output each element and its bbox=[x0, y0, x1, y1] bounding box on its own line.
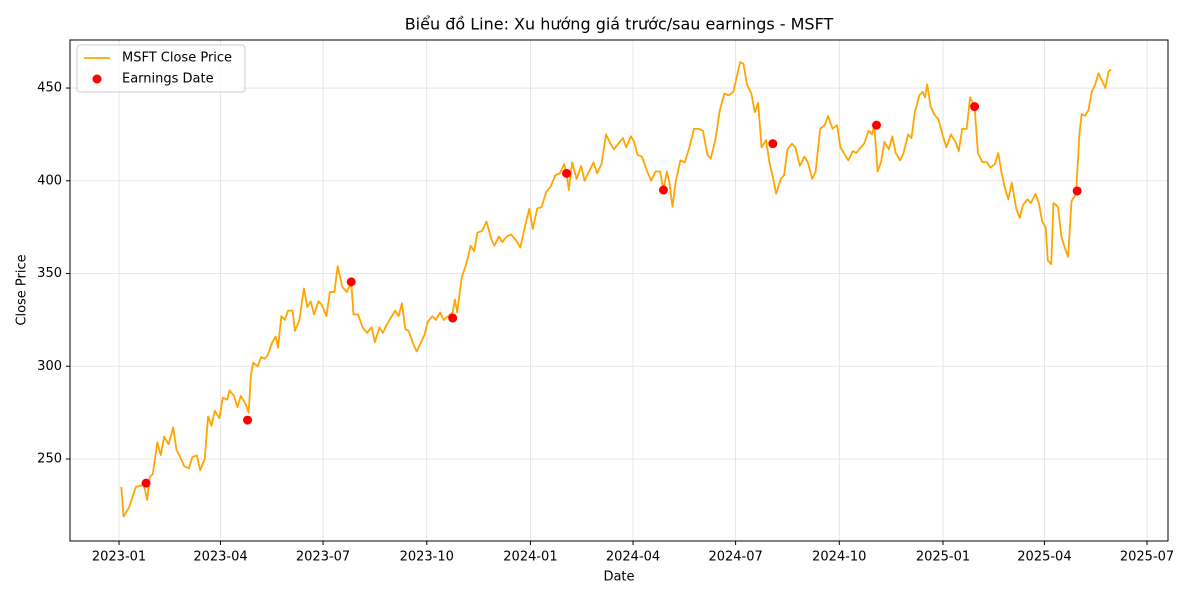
earnings-point bbox=[872, 120, 882, 130]
x-tick-label: 2023-07 bbox=[296, 550, 350, 565]
x-tick-label: 2024-10 bbox=[812, 550, 866, 565]
earnings-point bbox=[448, 313, 458, 323]
legend-label: Earnings Date bbox=[122, 72, 214, 87]
x-tick-label: 2023-04 bbox=[193, 550, 247, 565]
earnings-point bbox=[346, 277, 356, 287]
y-axis-label: Close Price bbox=[15, 254, 30, 325]
chart-title: Biểu đồ Line: Xu hướng giá trước/sau ear… bbox=[405, 15, 834, 34]
y-tick-label: 350 bbox=[37, 266, 62, 281]
x-tick-label: 2023-10 bbox=[400, 550, 454, 565]
earnings-point bbox=[243, 415, 253, 425]
earnings-point bbox=[658, 185, 668, 195]
earnings-point bbox=[1072, 186, 1082, 196]
earnings-point bbox=[562, 168, 572, 178]
earnings-point bbox=[970, 102, 980, 112]
x-tick-label: 2023-01 bbox=[92, 550, 146, 565]
legend-box bbox=[76, 44, 246, 93]
x-tick-label: 2025-04 bbox=[1017, 550, 1071, 565]
y-tick-label: 400 bbox=[37, 173, 62, 188]
legend-marker bbox=[92, 74, 102, 84]
plot-frame bbox=[69, 39, 1169, 542]
x-tick-label: 2025-01 bbox=[916, 550, 970, 565]
x-tick-label: 2025-07 bbox=[1120, 550, 1174, 565]
y-tick-label: 250 bbox=[37, 452, 62, 467]
earnings-point bbox=[768, 139, 778, 149]
x-axis-label: Date bbox=[603, 570, 634, 585]
x-tick-label: 2024-07 bbox=[708, 550, 762, 565]
x-tick-label: 2024-01 bbox=[503, 550, 557, 565]
x-tick-label: 2024-04 bbox=[606, 550, 660, 565]
legend-label: MSFT Close Price bbox=[122, 51, 232, 66]
earnings-point bbox=[141, 478, 151, 488]
price-line bbox=[120, 61, 1112, 518]
y-tick-label: 450 bbox=[37, 81, 62, 96]
y-tick-label: 300 bbox=[37, 359, 62, 374]
